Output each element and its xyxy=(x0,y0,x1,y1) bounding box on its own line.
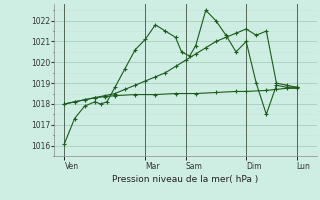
X-axis label: Pression niveau de la mer( hPa ): Pression niveau de la mer( hPa ) xyxy=(112,175,259,184)
